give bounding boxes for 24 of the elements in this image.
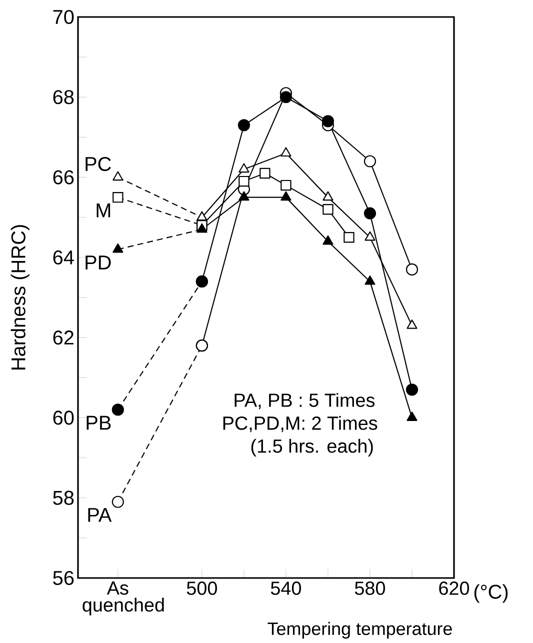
series-label: PA: [88, 508, 112, 522]
series-label: PB: [86, 416, 111, 430]
y-tick-label: 58: [53, 490, 74, 505]
y-tick-label: 60: [53, 410, 74, 425]
y-tick-label: 62: [53, 330, 74, 345]
x-axis-title: Tempering temperature: [268, 622, 452, 639]
y-axis-title: Hardness (HRC): [10, 225, 30, 370]
x-tick-label: 580: [354, 582, 386, 595]
x-tick-label: As quenched: [82, 582, 164, 616]
y-tick-label: 56: [53, 570, 74, 586]
text: (°C): [474, 584, 508, 603]
annotation: PA, PB : 5 Times: [234, 393, 375, 410]
y-tick-label: 64: [53, 250, 74, 264]
series-label: PD: [86, 256, 111, 270]
series-label: M: [96, 204, 110, 218]
annotation: PC,PD,M: 2 Times: [223, 416, 378, 432]
x-tick-label: 500: [186, 582, 217, 595]
series-label: PC: [86, 156, 111, 172]
y-tick-label: 70: [53, 10, 74, 24]
y-tick-label: 68: [53, 90, 74, 104]
y-tick-label: 66: [53, 170, 74, 184]
annotation: (1.5 hrs. each): [251, 438, 373, 457]
x-tick-label: 540: [270, 582, 301, 595]
x-tick-label: 620: [439, 582, 470, 595]
